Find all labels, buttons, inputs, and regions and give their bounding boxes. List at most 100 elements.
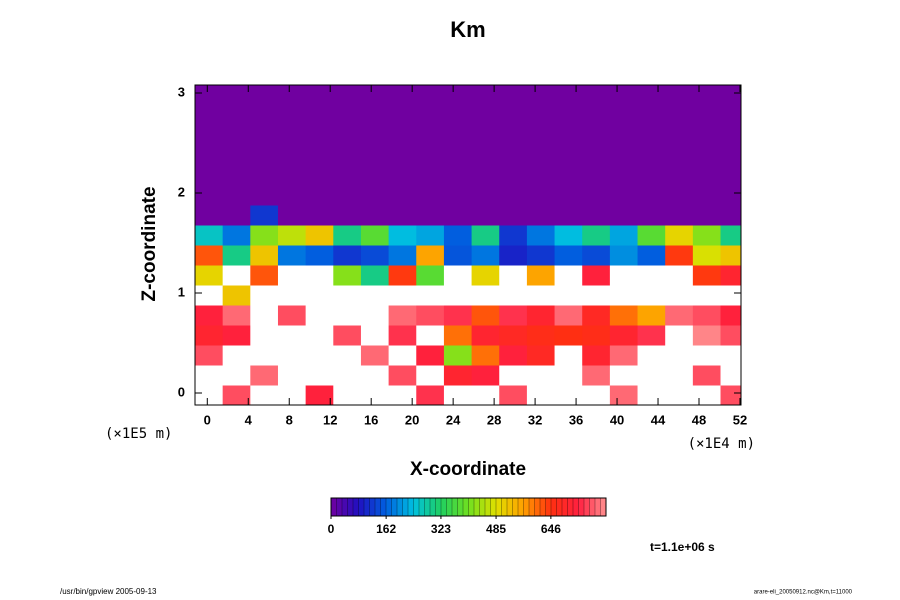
colorbar-step bbox=[374, 497, 381, 517]
cell bbox=[388, 125, 417, 146]
cell bbox=[250, 165, 279, 186]
cell bbox=[360, 225, 390, 246]
cell bbox=[499, 145, 528, 166]
cell bbox=[333, 305, 362, 326]
cell bbox=[443, 365, 473, 386]
cell bbox=[416, 185, 445, 206]
cell bbox=[222, 185, 251, 206]
cell bbox=[443, 145, 473, 166]
cell bbox=[637, 285, 666, 306]
cell bbox=[305, 285, 334, 306]
cell bbox=[665, 225, 694, 246]
cell bbox=[388, 185, 417, 206]
cell bbox=[526, 305, 556, 326]
cell bbox=[471, 125, 500, 146]
cell bbox=[195, 185, 224, 206]
cell bbox=[609, 265, 639, 286]
colorbar-step bbox=[336, 497, 343, 517]
cell bbox=[360, 365, 390, 386]
cell bbox=[692, 165, 722, 186]
cell bbox=[305, 125, 334, 146]
cell bbox=[250, 205, 279, 226]
cell bbox=[554, 105, 583, 126]
cell bbox=[360, 205, 390, 226]
y-axis-unit: (×1E5 m) bbox=[105, 426, 172, 442]
cell bbox=[388, 385, 417, 406]
cell bbox=[526, 225, 556, 246]
cell bbox=[665, 105, 694, 126]
cell bbox=[582, 345, 611, 366]
cell bbox=[637, 325, 666, 346]
cell bbox=[665, 185, 694, 206]
y-tick-label: 1 bbox=[178, 284, 185, 299]
cell bbox=[416, 165, 445, 186]
cell bbox=[526, 185, 556, 206]
cell bbox=[720, 245, 742, 266]
time-annotation: t=1.1e+06 s bbox=[650, 540, 715, 554]
colorbar-step bbox=[473, 497, 480, 517]
cell bbox=[416, 345, 445, 366]
cell bbox=[360, 125, 390, 146]
cell bbox=[471, 105, 500, 126]
cell bbox=[665, 345, 694, 366]
cell bbox=[720, 225, 742, 246]
cell bbox=[692, 145, 722, 166]
cell bbox=[692, 185, 722, 206]
cell bbox=[554, 205, 583, 226]
cell bbox=[720, 105, 742, 126]
cell bbox=[222, 145, 251, 166]
cell bbox=[305, 345, 334, 366]
colorbar-step bbox=[429, 497, 436, 517]
cell bbox=[499, 325, 528, 346]
cell bbox=[305, 385, 334, 406]
cell bbox=[305, 165, 334, 186]
x-tick-label: 20 bbox=[405, 412, 419, 427]
cell bbox=[416, 245, 445, 266]
cell bbox=[388, 245, 417, 266]
cell bbox=[582, 165, 611, 186]
cell bbox=[333, 245, 362, 266]
colorbar-tick-label: 646 bbox=[541, 522, 561, 536]
colorbar-step bbox=[347, 497, 354, 517]
cell bbox=[471, 225, 500, 246]
cell bbox=[471, 265, 500, 286]
footer-left: /usr/bin/gpview 2005-09-13 bbox=[60, 587, 157, 596]
cell bbox=[692, 205, 722, 226]
colorbar-step bbox=[561, 497, 568, 517]
cell bbox=[499, 365, 528, 386]
cell bbox=[222, 85, 251, 106]
cell bbox=[222, 245, 251, 266]
x-tick-label: 52 bbox=[733, 412, 747, 427]
cell bbox=[692, 105, 722, 126]
cell bbox=[195, 105, 224, 126]
cell bbox=[443, 345, 473, 366]
cell bbox=[471, 85, 500, 106]
cell bbox=[277, 225, 307, 246]
cell bbox=[609, 205, 639, 226]
cell bbox=[305, 185, 334, 206]
colorbar-step bbox=[462, 497, 469, 517]
cell bbox=[554, 85, 583, 106]
cell bbox=[195, 85, 224, 106]
x-tick-label: 8 bbox=[286, 412, 293, 427]
cell bbox=[222, 265, 251, 286]
cell bbox=[471, 185, 500, 206]
cell bbox=[305, 305, 334, 326]
cell bbox=[720, 285, 742, 306]
cell bbox=[692, 85, 722, 106]
cell bbox=[277, 85, 307, 106]
cell bbox=[195, 265, 224, 286]
cell bbox=[195, 145, 224, 166]
cell bbox=[250, 385, 279, 406]
cell bbox=[416, 125, 445, 146]
cell bbox=[665, 245, 694, 266]
cell bbox=[195, 345, 224, 366]
cell bbox=[665, 145, 694, 166]
cell bbox=[443, 125, 473, 146]
cell bbox=[582, 305, 611, 326]
cell bbox=[277, 285, 307, 306]
cell bbox=[554, 365, 583, 386]
cell bbox=[388, 105, 417, 126]
cell bbox=[277, 305, 307, 326]
cell bbox=[692, 305, 722, 326]
